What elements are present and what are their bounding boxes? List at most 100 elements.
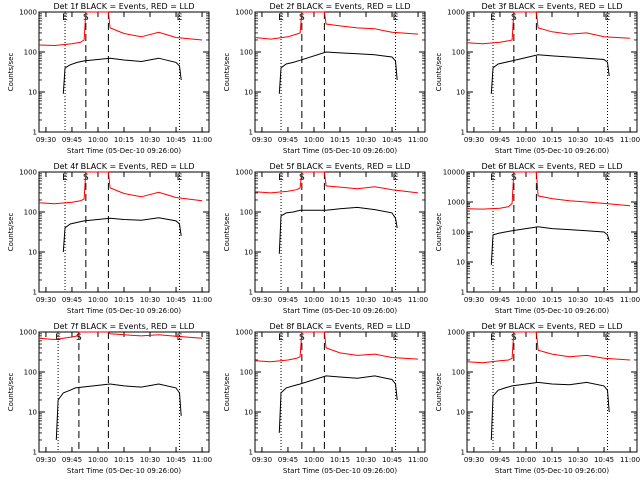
marker-label: S	[511, 13, 517, 23]
x-tick-label: 09:30	[252, 296, 272, 304]
marker-label: E	[490, 13, 496, 23]
y-tick-label: 1000	[235, 169, 253, 177]
y-axis-label: Counts/sec	[435, 213, 443, 252]
x-tick-label: 11:00	[620, 456, 640, 464]
panel-4: Det 4f BLACK = Events, RED = LLD Start Ti…	[7, 162, 212, 315]
x-tick-label: 10:15	[542, 136, 562, 144]
y-tick-label: 10	[456, 89, 465, 97]
y-tick-label: 1	[461, 289, 465, 297]
x-axis-label: Start Time (05-Dec-10 09:26:00)	[67, 147, 181, 155]
y-tick-label: 1000	[19, 9, 37, 17]
panel-title: Det 9f BLACK = Events, RED = LLD	[481, 322, 622, 331]
y-tick-label: 10	[456, 409, 465, 417]
x-tick-label: 09:45	[278, 456, 298, 464]
y-tick-label: 10	[28, 249, 37, 257]
x-axis-label: Start Time (05-Dec-10 09:26:00)	[495, 307, 609, 315]
x-tick-label: 09:45	[490, 456, 510, 464]
marker-label: E	[393, 173, 399, 183]
x-axis-label: Start Time (05-Dec-10 09:26:00)	[495, 147, 609, 155]
panel-title: Det 3f BLACK = Events, RED = LLD	[481, 2, 622, 11]
x-tick-label: 11:00	[192, 456, 212, 464]
events-series-line	[55, 383, 182, 441]
x-tick-label: 10:00	[88, 296, 108, 304]
x-tick-label: 11:00	[408, 456, 428, 464]
x-tick-label: 10:45	[594, 136, 614, 144]
x-tick-label: 10:15	[114, 136, 134, 144]
marker-label: E	[490, 333, 496, 343]
x-tick-label: 09:30	[464, 136, 484, 144]
lld-series-line	[38, 171, 203, 205]
x-tick-label: 10:15	[330, 456, 350, 464]
marker-label: S	[511, 173, 517, 183]
panel-title: Det 4f BLACK = Events, RED = LLD	[53, 162, 194, 171]
events-series-line	[490, 226, 610, 265]
events-series-line	[278, 375, 398, 433]
x-axis-label: Start Time (05-Dec-10 09:26:00)	[67, 467, 181, 475]
x-tick-label: 10:30	[356, 136, 376, 144]
y-tick-label: 1000	[447, 9, 465, 17]
y-tick-label: 1000	[19, 329, 37, 337]
marker-label: E	[278, 13, 284, 23]
panel-title: Det 1f BLACK = Events, RED = LLD	[53, 2, 194, 11]
y-tick-label: 1	[249, 129, 253, 137]
y-axis-label: Counts/sec	[435, 53, 443, 92]
lld-series-line	[254, 171, 419, 194]
y-tick-label: 1	[33, 129, 37, 137]
x-axis-label: Start Time (05-Dec-10 09:26:00)	[283, 147, 397, 155]
lld-series-line	[254, 331, 419, 363]
plot-frame	[466, 171, 638, 293]
y-tick-label: 1	[249, 289, 253, 297]
y-tick-label: 100	[24, 49, 37, 57]
x-tick-label: 09:45	[62, 136, 82, 144]
lld-series-line	[466, 11, 631, 45]
events-series-line	[278, 51, 398, 94]
marker-label: S	[83, 173, 89, 183]
x-tick-label: 10:45	[382, 136, 402, 144]
y-axis-label: Counts/sec	[223, 53, 231, 92]
panel-8: Det 8f BLACK = Events, RED = LLD Start Ti…	[223, 322, 428, 475]
marker-label: S	[299, 173, 305, 183]
x-tick-label: 11:00	[620, 136, 640, 144]
x-tick-label: 10:00	[516, 456, 536, 464]
x-tick-label: 09:30	[464, 296, 484, 304]
x-tick-label: 10:30	[140, 136, 160, 144]
y-tick-label: 100	[240, 49, 253, 57]
panel-5: Det 5f BLACK = Events, RED = LLD Start Ti…	[223, 162, 428, 315]
events-series-line	[278, 206, 398, 254]
x-tick-label: 10:45	[594, 296, 614, 304]
x-tick-label: 09:30	[36, 296, 56, 304]
panel-3: Det 3f BLACK = Events, RED = LLD Start Ti…	[435, 2, 640, 155]
marker-label: S	[299, 13, 305, 23]
y-tick-label: 1	[461, 449, 465, 457]
y-tick-label: 100	[452, 229, 465, 237]
x-tick-label: 10:30	[568, 456, 588, 464]
x-tick-label: 09:30	[252, 136, 272, 144]
events-series-line	[62, 217, 182, 253]
y-tick-label: 10	[244, 89, 253, 97]
x-tick-label: 10:00	[88, 136, 108, 144]
lld-series-line	[38, 11, 203, 47]
marker-label: S	[511, 333, 517, 343]
x-tick-label: 09:30	[252, 456, 272, 464]
marker-label: E	[62, 13, 68, 23]
y-tick-label: 100	[240, 369, 253, 377]
x-tick-label: 11:00	[620, 296, 640, 304]
y-tick-label: 10000	[443, 169, 465, 177]
x-tick-label: 10:45	[382, 456, 402, 464]
marker-label: E	[605, 173, 611, 183]
panel-1: Det 1f BLACK = Events, RED = LLD Start Ti…	[7, 2, 212, 155]
x-tick-label: 10:00	[304, 456, 324, 464]
panel-9: Det 9f BLACK = Events, RED = LLD Start Ti…	[435, 322, 640, 475]
x-tick-label: 09:45	[62, 296, 82, 304]
x-tick-label: 10:00	[516, 296, 536, 304]
panel-title: Det 6f BLACK = Events, RED = LLD	[481, 162, 622, 171]
panel-2: Det 2f BLACK = Events, RED = LLD Start Ti…	[223, 2, 428, 155]
x-tick-label: 11:00	[192, 296, 212, 304]
panel-title: Det 5f BLACK = Events, RED = LLD	[269, 162, 410, 171]
marker-label: S	[83, 13, 89, 23]
x-tick-label: 10:15	[542, 296, 562, 304]
x-tick-label: 09:45	[490, 296, 510, 304]
y-tick-label: 1	[33, 449, 37, 457]
y-tick-label: 10	[28, 409, 37, 417]
